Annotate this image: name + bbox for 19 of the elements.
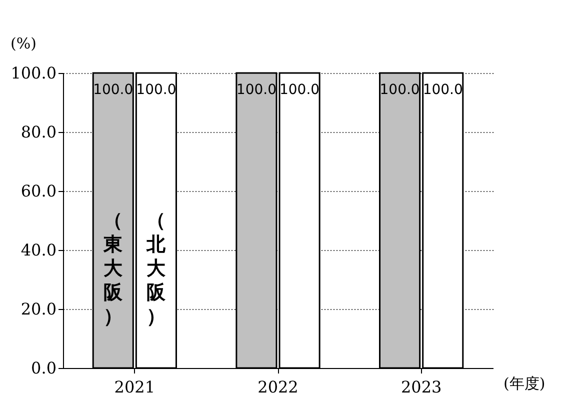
y-tick-label: 0.0 [31,358,56,378]
y-tick-label: 60.0 [20,182,56,200]
data-label: 100.0 [236,82,277,98]
series-label: （東大阪） [102,210,124,328]
data-label: 100.0 [93,82,134,98]
x-tick-label: 2021 [114,378,156,396]
y-axis-title: (%) [10,34,36,52]
y-tick-label: 20.0 [20,300,56,318]
data-label: 100.0 [380,82,420,98]
series-label: （北大阪） [146,210,167,328]
y-tick-label: 40.0 [20,240,56,260]
x-tick-label: 2023 [400,378,442,396]
data-label: 100.0 [136,82,176,98]
y-tick-label: 100.0 [10,64,56,82]
data-label: 100.0 [279,82,320,98]
y-tick-label: 80.0 [20,122,56,142]
x-tick-label: 2022 [258,378,298,396]
x-axis-title: (年度) [504,374,546,392]
data-label: 100.0 [422,82,463,98]
